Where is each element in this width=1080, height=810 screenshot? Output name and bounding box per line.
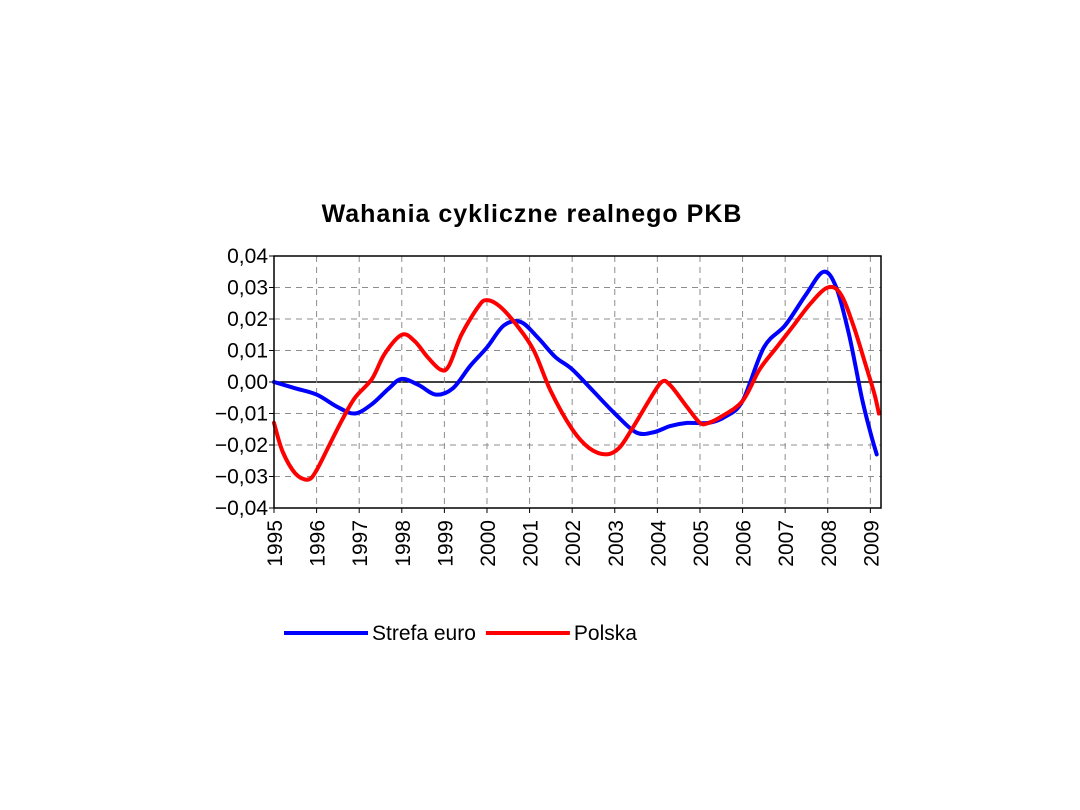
plot-frame xyxy=(273,255,882,509)
x-tick-label: 2008 xyxy=(818,520,841,567)
grid xyxy=(274,255,881,509)
x-tick-label: 1995 xyxy=(264,520,287,567)
x-tick-label: 1999 xyxy=(434,520,457,567)
legend: Strefa euro Polska xyxy=(284,622,637,645)
y-tick-label: 0,02 xyxy=(227,308,268,331)
x-tick-label: 1998 xyxy=(392,520,415,567)
x-tick-label: 2000 xyxy=(477,520,500,567)
x-tick-label: 2009 xyxy=(860,520,883,567)
chart-title: Wahania cykliczne realnego PKB xyxy=(322,200,743,228)
y-tick-label: −0,04 xyxy=(215,497,268,520)
x-tick-label: 2003 xyxy=(605,520,628,567)
series-line-polska xyxy=(272,284,881,482)
series-line-strefa-euro xyxy=(272,269,879,457)
x-tick-label: 2007 xyxy=(775,520,798,567)
y-tick-label: −0,02 xyxy=(215,434,268,457)
x-tick-label: 1997 xyxy=(349,520,372,567)
y-tick-label: −0,01 xyxy=(215,403,268,426)
x-axis-ticks: 1995 1996 1997 1998 1999 2000 2001 2002 2003 2004… xyxy=(264,508,883,567)
y-tick-label: 0,03 xyxy=(227,277,268,300)
y-tick-label: −0,03 xyxy=(215,466,268,489)
x-tick-label: 2001 xyxy=(520,520,543,567)
y-tick-label: 0,04 xyxy=(227,245,268,268)
x-tick-label: 2002 xyxy=(562,520,585,567)
legend-label-polska: Polska xyxy=(574,622,637,645)
y-tick-label: 0,00 xyxy=(227,371,268,394)
series-layer xyxy=(272,269,881,482)
x-tick-label: 2006 xyxy=(733,520,756,567)
x-tick-label: 2005 xyxy=(690,520,713,567)
y-tick-label: 0,01 xyxy=(227,340,268,363)
x-tick-label: 2004 xyxy=(647,520,670,567)
x-tick-label: 1996 xyxy=(307,520,330,567)
legend-label-strefa-euro: Strefa euro xyxy=(372,622,476,645)
y-axis-ticks: 0,04 0,03 0,02 0,01 0,00 −0,01 −0,02 −0,03 −0,04 xyxy=(215,245,274,520)
